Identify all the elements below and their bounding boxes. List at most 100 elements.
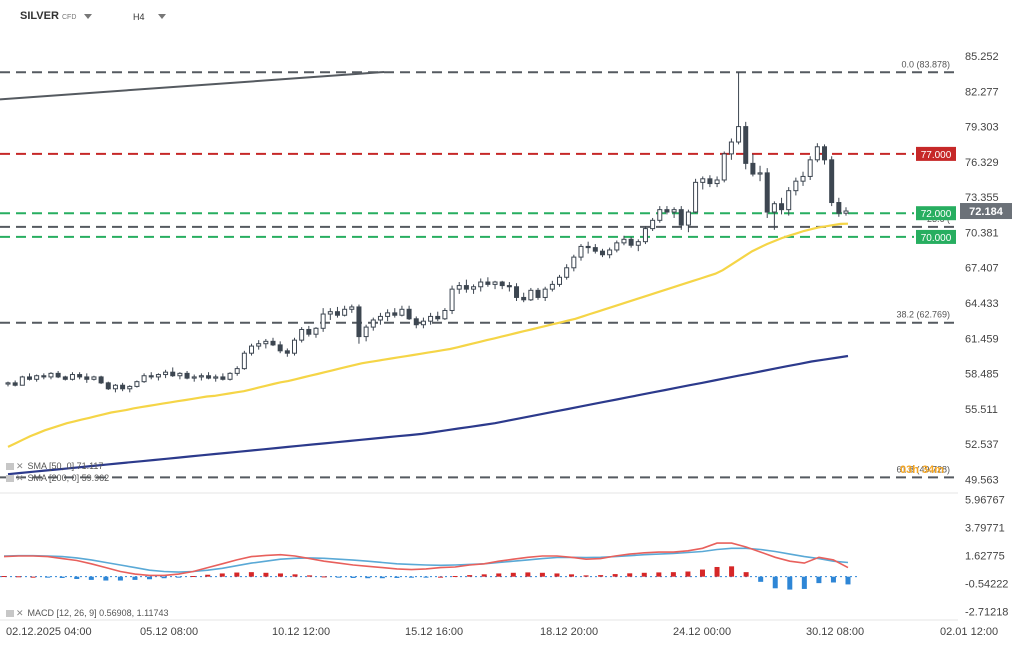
macd-histogram-bar — [263, 572, 269, 577]
macd-histogram-bar — [583, 575, 589, 577]
candle-body — [542, 288, 548, 298]
resistance-price-label: 77.000 — [921, 150, 952, 161]
candle-body — [442, 309, 448, 320]
macd-line — [3, 542, 849, 577]
timeframe-dropdown-icon[interactable] — [158, 14, 166, 19]
indicator-settings-icon[interactable] — [6, 610, 14, 618]
macd-histogram-bar — [816, 576, 822, 584]
macd-histogram-bar — [467, 575, 473, 577]
symbol-type: CFD — [61, 14, 77, 21]
candle-body — [327, 311, 333, 315]
macd-histogram-bar — [569, 574, 575, 577]
legend-sma50[interactable]: ✕ SMA [50, 0] 71.117 — [6, 461, 103, 472]
candle-body — [700, 178, 706, 183]
candle-body — [585, 245, 591, 249]
indicator-settings-icon[interactable] — [6, 475, 14, 483]
candle-body — [728, 141, 734, 155]
price-axis-tick: 85.252 — [965, 51, 999, 63]
macd-histogram-bar — [438, 576, 444, 578]
candle-body — [456, 285, 462, 290]
candle-body — [485, 281, 491, 285]
macd-histogram-bar — [117, 576, 123, 581]
support-price-tag — [916, 206, 956, 221]
macd-histogram-bar — [787, 576, 793, 590]
candle-body — [41, 375, 47, 378]
timeframe-label[interactable]: H4 — [133, 12, 145, 22]
price-axis-tick: 82.277 — [965, 86, 999, 98]
candle-body — [635, 241, 641, 246]
candle-body — [34, 375, 40, 380]
macd-histogram-bar — [612, 574, 618, 577]
candle-body — [234, 368, 240, 374]
time-axis-tick: 10.12 12:00 — [272, 626, 330, 638]
price-axis-tick: 76.329 — [965, 157, 999, 169]
candle-body — [642, 228, 648, 243]
candle-body — [836, 202, 842, 214]
macd-histogram-bar — [205, 574, 211, 577]
symbol-dropdown-icon[interactable] — [84, 14, 92, 19]
time-axis-tick: 02.01 12:00 — [940, 626, 998, 638]
macd-histogram-bar — [74, 576, 80, 579]
macd-histogram-bar — [190, 576, 196, 578]
candle-body — [599, 250, 605, 256]
candle-body — [241, 352, 247, 370]
candle-body — [650, 219, 656, 230]
price-axis-tick: 64.433 — [965, 298, 999, 310]
candle-body — [693, 181, 699, 213]
candle-body — [98, 376, 104, 384]
time-axis-tick: 02.12.2025 04:00 — [6, 626, 92, 638]
candle-body — [750, 162, 756, 175]
candle-body — [463, 285, 469, 290]
candle-body — [721, 153, 727, 181]
fibonacci-label: 38.2 (62.769) — [896, 310, 950, 320]
candle-body — [342, 308, 348, 316]
candle-body — [12, 382, 18, 386]
legend-macd[interactable]: ✕ MACD [12, 26, 9] 0.56908, 1.11743 — [6, 608, 168, 619]
macd-histogram-bar — [656, 572, 662, 577]
macd-axis-tick: -0.54222 — [965, 579, 1008, 591]
candle-body — [77, 374, 83, 378]
price-axis-tick: 67.407 — [965, 263, 999, 275]
symbol-title[interactable]: SILVER CFD — [20, 10, 76, 22]
macd-histogram-bar — [394, 576, 400, 578]
fibonacci-label: 61.8 (49.728) — [896, 464, 950, 474]
macd-histogram-bar — [510, 572, 516, 577]
candle-body — [284, 350, 290, 354]
candle-body — [435, 315, 441, 320]
candle-body — [564, 267, 570, 278]
candle-body — [428, 315, 434, 322]
price-axis-tick: 70.381 — [965, 227, 999, 239]
close-icon[interactable]: ✕ — [16, 608, 24, 618]
price-axis-tick: 49.563 — [965, 474, 999, 486]
price-axis-tick: 79.303 — [965, 122, 999, 134]
candle-body — [786, 190, 792, 211]
candle-body — [571, 256, 577, 269]
candle-body — [370, 319, 376, 328]
time-axis-tick: 15.12 16:00 — [405, 626, 463, 638]
candle-body — [313, 327, 319, 335]
price-axis-tick: 73.355 — [965, 192, 999, 204]
sma50-line — [7, 222, 849, 448]
candle-body — [614, 242, 620, 251]
macd-histogram-bar — [729, 566, 735, 577]
candle-body — [499, 281, 505, 287]
legend-sma200[interactable]: ✕ SMA [200, 0] 59.962 — [6, 473, 109, 484]
candle-body — [743, 126, 749, 164]
legend-macd-label: MACD [12, 26, 9] 0.56908, 1.11743 — [27, 608, 169, 618]
macd-histogram-bar — [496, 573, 502, 577]
candle-body — [736, 126, 742, 143]
candle-body — [521, 296, 527, 301]
macd-histogram-bar — [627, 573, 633, 577]
close-icon[interactable]: ✕ — [16, 473, 24, 483]
macd-histogram-bar — [408, 576, 414, 578]
time-axis-tick: 24.12 00:00 — [673, 626, 731, 638]
candle-body — [191, 376, 197, 379]
candle-body — [91, 376, 97, 380]
candle-body — [120, 384, 126, 390]
candle-body — [320, 313, 326, 329]
close-icon[interactable]: ✕ — [16, 461, 24, 471]
macd-histogram-bar — [539, 572, 545, 577]
indicator-settings-icon[interactable] — [6, 463, 14, 471]
macd-histogram-bar — [248, 572, 254, 577]
